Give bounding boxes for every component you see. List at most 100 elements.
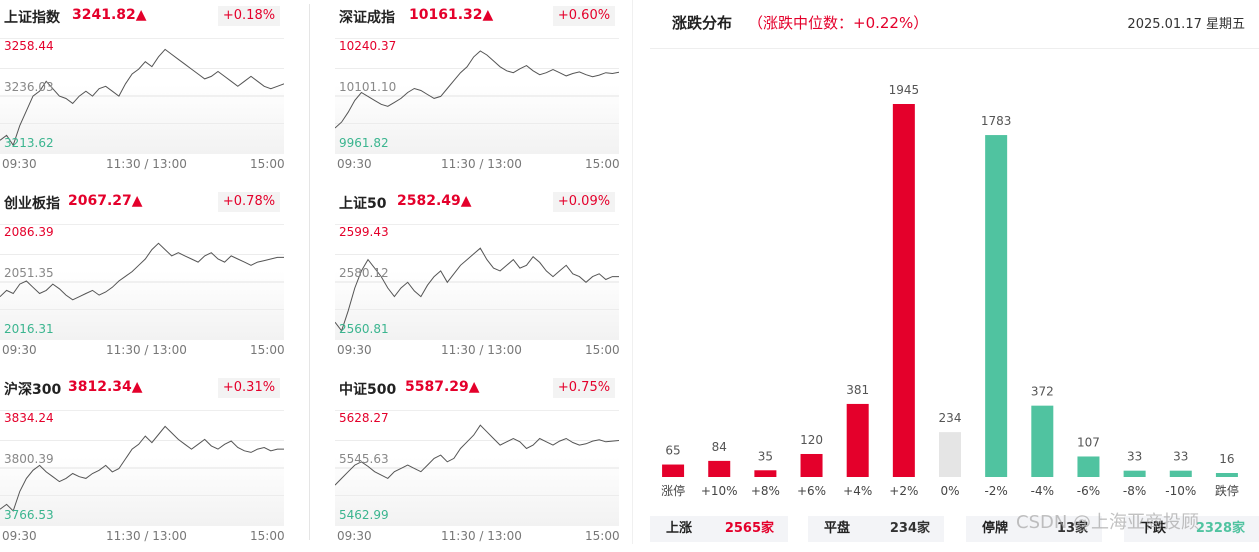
time-tick-close: 15:00	[585, 343, 620, 357]
index-change-badge: +0.18%	[218, 6, 280, 26]
index-card-shanghai[interactable]: 上证指数 3241.82▲ +0.18% 3258.44 3236.03 321…	[0, 0, 285, 180]
card-header: 沪深300 3812.34▲ +0.31%	[4, 378, 284, 398]
index-card-chinext[interactable]: 创业板指 2067.27▲ +0.78% 2086.39 2051.35 201…	[0, 186, 285, 366]
index-name: 中证500	[339, 382, 397, 398]
time-tick-mid: 11:30 / 13:00	[106, 157, 187, 171]
bar-category-label: +4%	[843, 484, 872, 498]
time-tick-open: 09:30	[337, 157, 372, 171]
dist-bar	[939, 432, 961, 477]
dist-bar	[708, 460, 731, 477]
bar-category-label: -4%	[1031, 484, 1054, 498]
footer-value: 2328家	[1195, 521, 1245, 536]
distribution-title: 涨跌分布	[672, 14, 733, 32]
bar-category-label: -8%	[1123, 484, 1146, 498]
price-line	[0, 242, 284, 301]
bar-category-label: +10%	[701, 484, 738, 498]
time-tick-mid: 11:30 / 13:00	[441, 343, 522, 357]
bar-category-label: -2%	[984, 484, 1007, 498]
low-label: 9961.82	[339, 136, 389, 150]
low-label: 2016.31	[4, 322, 54, 336]
index-value: 2067.27▲	[68, 193, 143, 209]
time-tick-open: 09:30	[2, 157, 37, 171]
price-line	[335, 50, 619, 129]
bar-value-label: 107	[1077, 435, 1100, 449]
index-change-badge: +0.60%	[553, 6, 615, 26]
card-header: 上证指数 3241.82▲ +0.18%	[4, 6, 284, 26]
bar-category-label: -6%	[1077, 484, 1100, 498]
card-header: 深证成指 10161.32▲ +0.60%	[339, 6, 619, 26]
prev-close-label: 2051.35	[4, 266, 54, 280]
dist-bar	[846, 403, 869, 477]
column-divider	[309, 4, 310, 540]
bar-category-label: +6%	[797, 484, 826, 498]
dist-bar	[1077, 456, 1100, 477]
card-header: 创业板指 2067.27▲ +0.78%	[4, 192, 284, 212]
bar-category-label: -10%	[1165, 484, 1196, 498]
bar-value-label: 84	[712, 440, 727, 454]
index-card-shenzhen[interactable]: 深证成指 10161.32▲ +0.60% 10240.37 10101.10 …	[335, 0, 620, 180]
index-name: 创业板指	[4, 196, 60, 212]
dist-bar	[1169, 470, 1192, 477]
distribution-bar-chart: 65 涨停 84 +10% 35 +8% 120 +6% 381 +4% 1945 +2% 234 0% 1…	[661, 83, 1239, 498]
prev-close-label: 3236.03	[4, 80, 54, 94]
footer-falling: 下跌 2328家	[1124, 516, 1259, 542]
index-value: 5587.29▲	[405, 379, 480, 395]
header-rule	[650, 48, 1259, 49]
bar-category-label: 涨停	[661, 483, 685, 498]
trade-date: 2025.01.17 星期五	[1127, 17, 1245, 32]
high-label: 3834.24	[4, 411, 54, 425]
bar-value-label: 33	[1173, 450, 1188, 464]
median-change-label: （涨跌中位数：+0.22%）	[748, 14, 929, 32]
bar-value-label: 16	[1219, 452, 1234, 466]
bar-category-label: +2%	[889, 484, 918, 498]
index-value: 10161.32▲	[409, 7, 494, 23]
bar-value-label: 234	[939, 411, 962, 425]
time-tick-mid: 11:30 / 13:00	[441, 157, 522, 171]
index-change-badge: +0.75%	[553, 378, 615, 398]
bar-category-label: 跌停	[1215, 483, 1239, 498]
bar-value-label: 381	[846, 383, 869, 397]
price-line	[0, 48, 284, 147]
footer-rising: 上涨 2565家	[650, 516, 788, 542]
index-card-csi300[interactable]: 沪深300 3812.34▲ +0.31% 3834.24 3800.39 37…	[0, 372, 285, 552]
prev-close-label: 5545.63	[339, 452, 389, 466]
price-line	[0, 425, 284, 512]
footer-value: 13家	[1056, 521, 1088, 536]
intraday-chart	[335, 410, 619, 526]
prev-close-label: 2580.12	[339, 266, 389, 280]
time-tick-open: 09:30	[337, 343, 372, 357]
bar-value-label: 1945	[889, 83, 920, 97]
high-label: 2086.39	[4, 225, 54, 239]
time-tick-close: 15:00	[585, 529, 620, 543]
intraday-chart	[0, 410, 284, 526]
bar-category-label: +8%	[751, 484, 780, 498]
time-tick-open: 09:30	[2, 343, 37, 357]
card-header: 中证500 5587.29▲ +0.75%	[339, 378, 619, 398]
dist-bar	[662, 464, 685, 477]
dist-bar	[1031, 405, 1054, 477]
time-tick-open: 09:30	[337, 529, 372, 543]
index-value: 3241.82▲	[72, 7, 147, 23]
dist-bar	[800, 453, 823, 477]
index-name: 上证50	[339, 196, 387, 212]
index-card-sse50[interactable]: 上证50 2582.49▲ +0.09% 2599.43 2580.12 256…	[335, 186, 620, 366]
index-card-csi500[interactable]: 中证500 5587.29▲ +0.75% 5628.27 5545.63 54…	[335, 372, 620, 552]
watermark: CSDN @上海亚商投顾	[1016, 512, 1200, 533]
index-name: 上证指数	[4, 10, 60, 26]
bar-value-label: 33	[1127, 450, 1142, 464]
index-name: 沪深300	[4, 382, 62, 398]
time-tick-close: 15:00	[585, 157, 620, 171]
high-label: 10240.37	[339, 39, 397, 53]
low-label: 3213.62	[4, 136, 54, 150]
card-header: 上证50 2582.49▲ +0.09%	[339, 192, 619, 212]
time-tick-open: 09:30	[2, 529, 37, 543]
footer-key: 上涨	[666, 521, 693, 536]
index-change-badge: +0.09%	[553, 192, 615, 212]
price-line	[335, 424, 619, 486]
time-tick-mid: 11:30 / 13:00	[106, 529, 187, 543]
bar-value-label: 372	[1031, 385, 1054, 399]
index-change-badge: +0.78%	[218, 192, 280, 212]
dist-bar	[1215, 473, 1238, 477]
dist-bar	[754, 470, 777, 477]
bar-value-label: 65	[665, 444, 680, 458]
